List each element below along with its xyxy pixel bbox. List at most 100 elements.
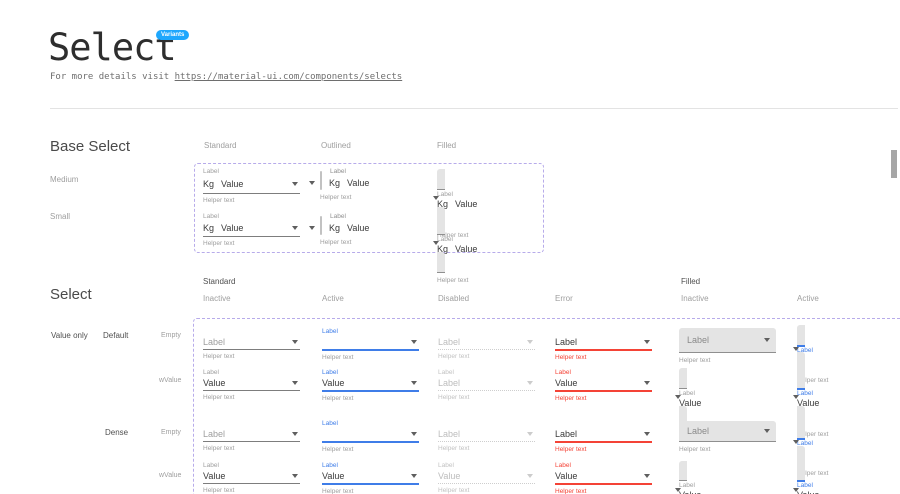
row-label-default-empty: Empty: [161, 332, 181, 339]
std-default-empty-active-select[interactable]: Label Helper text: [322, 327, 419, 361]
std-dense-empty-disabled-select: Label Helper text: [438, 419, 535, 452]
select-value-row[interactable]: Label: [555, 336, 652, 351]
dropdown-caret-icon: [411, 432, 417, 436]
dropdown-caret-icon: [675, 487, 681, 492]
base-standard-medium-select[interactable]: Label Kg Value Helper text: [203, 167, 300, 204]
floating-label-placeholder: [438, 327, 535, 336]
base-filled-small-select[interactable]: Label Kg Value Helper text: [433, 214, 534, 284]
dropdown-caret-icon: [764, 338, 770, 342]
page-title: Select: [48, 26, 177, 69]
filled-dense-empty-inactive-select[interactable]: Label Helper text: [679, 421, 776, 453]
base-outlined-small-select[interactable]: Label Kg Value Helper text: [309, 213, 417, 246]
select-value: Value: [203, 378, 226, 388]
floating-label: Label: [438, 369, 454, 376]
select-value-row: Value: [438, 470, 535, 484]
helper-text: Helper text: [797, 431, 829, 438]
filled-dense-wvalue-active-select[interactable]: Label Value Helper text: [793, 461, 894, 494]
select-outlined-box[interactable]: Label Kg Value: [309, 168, 369, 190]
floating-label: Label: [322, 328, 338, 335]
base-standard-small-select[interactable]: Label Kg Value Helper text: [203, 212, 300, 247]
std-dense-empty-inactive-select[interactable]: Label Helper text: [203, 419, 300, 452]
helper-text: Helper text: [322, 488, 354, 494]
select-value-row[interactable]: Value: [203, 377, 300, 391]
column-header-standard: Standard: [204, 141, 237, 150]
dropdown-caret-icon: [527, 432, 533, 436]
select-value-row[interactable]: Value: [322, 377, 419, 392]
floating-label: Label: [437, 191, 453, 198]
select-filled-box[interactable]: Label: [793, 325, 894, 374]
group-header-standard: Standard: [203, 277, 236, 286]
column-header-inactive: Inactive: [203, 294, 231, 303]
select-value: Value: [221, 179, 244, 189]
row-group-label: Value only: [51, 331, 88, 340]
filled-dense-empty-active-select[interactable]: Label Helper text: [793, 419, 894, 477]
material-ui-link[interactable]: https://material-ui.com/components/selec…: [174, 72, 403, 82]
helper-text: Helper text: [320, 194, 352, 201]
helper-text: Helper text: [438, 487, 470, 494]
select-value-row[interactable]: [322, 336, 419, 351]
select-value-row[interactable]: Kg Value: [203, 176, 300, 194]
select-value-row[interactable]: Label: [203, 428, 300, 442]
select-value: Value: [322, 471, 345, 481]
select-value: Kg Value: [437, 244, 534, 255]
select-filled-box[interactable]: Label Value: [793, 461, 894, 494]
select-filled-box[interactable]: Label: [679, 328, 776, 353]
filled-dense-wvalue-inactive-select[interactable]: Label Value Helper text: [675, 461, 776, 494]
row-label-default-wvalue: wValue: [159, 377, 182, 384]
select-value-row[interactable]: Value: [555, 470, 652, 485]
std-default-wvalue-error-select[interactable]: Label Value Helper text: [555, 368, 652, 402]
select-value: Value: [797, 490, 894, 494]
base-outlined-medium-select[interactable]: Label Kg Value Helper text: [309, 168, 417, 201]
helper-text: Helper text: [797, 470, 829, 477]
std-dense-wvalue-inactive-select[interactable]: Label Value Helper text: [203, 461, 300, 494]
select-value-row[interactable]: Label: [555, 428, 652, 443]
std-default-empty-error-select[interactable]: Label Helper text: [555, 327, 652, 361]
floating-label-placeholder: [203, 327, 300, 336]
filled-default-wvalue-active-select[interactable]: Label Value Helper text: [793, 368, 894, 438]
select-value-row[interactable]: Value: [203, 470, 300, 484]
std-default-empty-inactive-select[interactable]: Label Helper text: [203, 327, 300, 360]
select-value: Kg Value: [329, 223, 369, 233]
dropdown-caret-icon: [644, 432, 650, 436]
std-dense-empty-error-select[interactable]: Label Helper text: [555, 419, 652, 453]
select-value: Value: [203, 471, 226, 481]
select-filled-box[interactable]: Label: [793, 419, 894, 467]
select-filled-box[interactable]: Label Value: [675, 461, 776, 494]
std-dense-wvalue-active-select[interactable]: Label Value Helper text: [322, 461, 419, 494]
vertical-scrollbar-thumb[interactable]: [891, 150, 897, 178]
select-value-row[interactable]: Label: [203, 336, 300, 350]
std-dense-empty-active-select[interactable]: Label Helper text: [322, 419, 419, 453]
helper-text: Helper text: [203, 487, 235, 494]
filled-default-empty-inactive-select[interactable]: Label Helper text: [679, 328, 776, 364]
helper-text: Helper text: [555, 354, 587, 361]
std-default-wvalue-active-select[interactable]: Label Value Helper text: [322, 368, 419, 402]
select-filled-box[interactable]: Label Kg Value: [433, 214, 534, 273]
select-value-row[interactable]: Value: [322, 470, 419, 485]
filled-default-wvalue-inactive-select[interactable]: Label Value Helper text: [675, 368, 776, 438]
select-value-row[interactable]: Value: [555, 377, 652, 392]
helper-text: Helper text: [437, 277, 469, 284]
floating-label-placeholder: [555, 419, 652, 428]
dropdown-caret-icon: [793, 487, 799, 492]
dropdown-caret-icon: [433, 241, 439, 245]
select-value-row[interactable]: Kg Value: [203, 221, 300, 237]
select-label: Label: [203, 429, 226, 439]
std-dense-wvalue-error-select[interactable]: Label Value Helper text: [555, 461, 652, 494]
row-label-small: Small: [50, 212, 71, 221]
filled-default-empty-active-select[interactable]: Label Helper text: [793, 325, 894, 384]
select-filled-box[interactable]: Label: [679, 421, 776, 442]
dropdown-caret-icon: [292, 432, 298, 436]
std-default-wvalue-inactive-select[interactable]: Label Value Helper text: [203, 368, 300, 401]
floating-label: Label: [203, 213, 219, 220]
group-header-filled: Filled: [681, 277, 701, 286]
base-select-group-outline: [194, 163, 544, 253]
select-filled-box[interactable]: Label Value: [793, 368, 894, 428]
select-value: Kg Value: [437, 199, 534, 210]
select-outlined-box[interactable]: Label Kg Value: [309, 213, 369, 235]
select-value-row[interactable]: [322, 428, 419, 443]
dropdown-caret-icon: [292, 474, 298, 478]
floating-label: Label: [203, 168, 219, 175]
select-filled-box[interactable]: Label Value: [675, 368, 776, 427]
select-value: Value: [797, 398, 820, 408]
adornment-text: Kg: [437, 244, 449, 254]
